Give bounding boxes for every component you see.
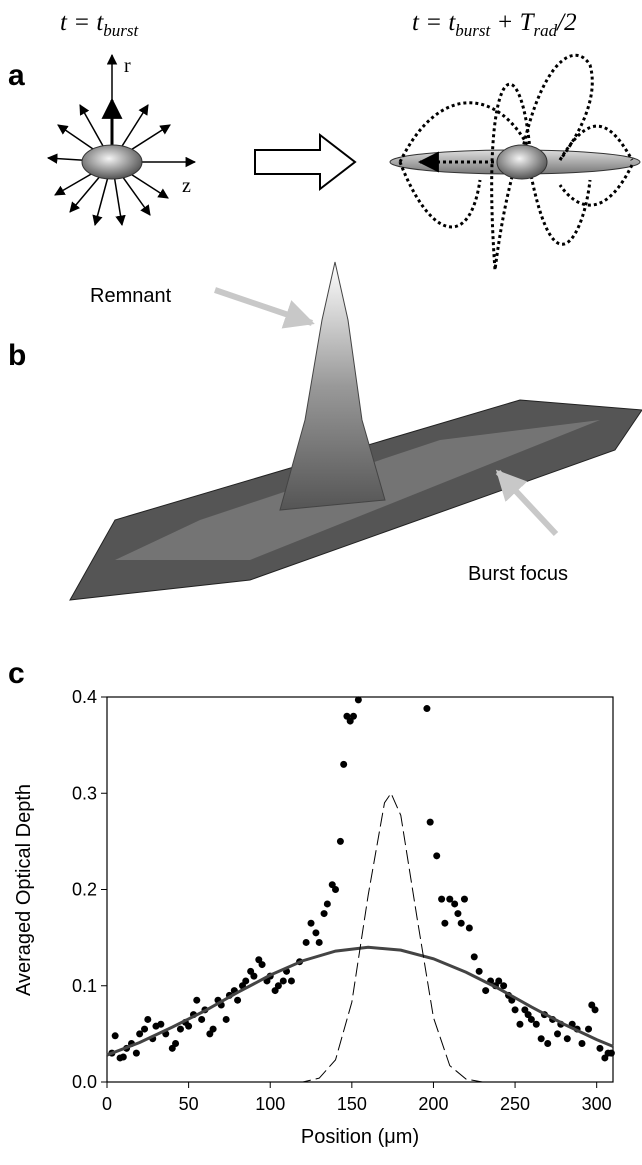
data-point — [516, 1020, 524, 1028]
data-point — [591, 1006, 599, 1014]
data-point — [438, 895, 446, 903]
data-point — [470, 953, 478, 961]
data-point — [198, 1015, 206, 1023]
data-point — [457, 919, 465, 927]
y-axis-title: Averaged Optical Depth — [13, 784, 35, 996]
y-tick-label: 0.2 — [72, 880, 97, 900]
data-point — [446, 895, 454, 903]
data-point — [157, 1020, 165, 1028]
data-point — [465, 924, 473, 932]
data-point — [423, 705, 431, 713]
data-point — [132, 1049, 140, 1057]
x-tick-label: 150 — [337, 1094, 367, 1114]
data-point — [111, 1032, 119, 1040]
surface-plot — [69, 261, 642, 601]
data-point — [349, 712, 357, 720]
burst-diagram — [46, 53, 197, 227]
fit-line — [106, 945, 614, 1057]
data-point — [585, 1025, 593, 1033]
data-point — [426, 818, 434, 826]
data-point — [307, 919, 315, 927]
data-point — [222, 1015, 230, 1023]
left-time-label: t = tburst — [60, 9, 139, 40]
data-point — [537, 1035, 545, 1043]
data-point — [172, 1040, 180, 1047]
panel-letter: b — [8, 339, 26, 372]
data-point — [578, 1040, 586, 1047]
data-point — [144, 1015, 152, 1023]
data-point — [193, 996, 201, 1004]
data-point — [119, 1053, 127, 1061]
data-point — [354, 696, 362, 704]
data-point — [287, 977, 295, 985]
data-point — [176, 1025, 184, 1033]
z-axis-label: z — [182, 175, 191, 197]
data-point — [460, 895, 468, 903]
x-tick-label: 250 — [500, 1094, 530, 1114]
transition-arrow — [254, 132, 357, 192]
data-point — [336, 837, 344, 845]
data-point — [544, 1040, 552, 1047]
data-point — [433, 852, 441, 860]
data-point — [454, 910, 462, 918]
x-tick-label: 50 — [179, 1094, 199, 1114]
data-point — [185, 1022, 193, 1030]
data-point — [315, 938, 323, 946]
data-point — [441, 919, 449, 927]
data-point — [242, 977, 250, 985]
r-axis-label: r — [124, 55, 131, 77]
data-point — [451, 900, 459, 908]
data-point — [250, 972, 258, 980]
data-point — [482, 987, 490, 995]
data-point — [258, 961, 266, 969]
data-point — [596, 1044, 604, 1052]
data-point — [209, 1025, 217, 1033]
data-point — [323, 900, 331, 908]
data-point — [332, 886, 340, 893]
data-point — [532, 1020, 540, 1028]
dashed-fit-line — [107, 792, 613, 1083]
data-point — [527, 1015, 535, 1023]
data-point — [340, 760, 348, 768]
burst-focus-label: Burst focus — [468, 563, 568, 585]
data-point — [500, 982, 508, 990]
x-tick-label: 0 — [102, 1094, 112, 1114]
chart: 0.0 0.1 0.2 0.3 0.4 0 50 100 150 200 250 300 — [72, 687, 615, 1114]
data-point — [279, 977, 287, 985]
y-tick-label: 0.3 — [72, 783, 97, 803]
panel-letter: c — [8, 657, 25, 690]
x-axis-title: Position (μm) — [301, 1126, 419, 1148]
data-point — [554, 1030, 562, 1038]
data-point — [511, 1006, 519, 1014]
remnant-label: Remnant — [90, 285, 172, 307]
expanded-diagram — [389, 53, 641, 271]
y-tick-label: 0.0 — [72, 1072, 97, 1092]
data-point — [607, 1049, 615, 1057]
x-tick-label: 100 — [255, 1094, 285, 1114]
data-point — [302, 938, 310, 946]
data-point — [274, 982, 282, 990]
x-tick-label: 300 — [582, 1094, 612, 1114]
data-point — [234, 996, 242, 1004]
y-tick-label: 0.1 — [72, 976, 97, 996]
data-point — [136, 1030, 144, 1038]
data-point — [312, 929, 320, 937]
x-tick-label: 200 — [418, 1094, 448, 1114]
right-time-label: t = tburst + Trad/2 — [412, 9, 577, 40]
data-point — [563, 1035, 571, 1043]
data-point — [141, 1025, 149, 1033]
y-tick-label: 0.4 — [72, 687, 97, 707]
data-point — [495, 977, 503, 985]
data-point — [475, 967, 483, 975]
panel-letter: a — [8, 59, 25, 92]
data-point — [320, 910, 328, 918]
